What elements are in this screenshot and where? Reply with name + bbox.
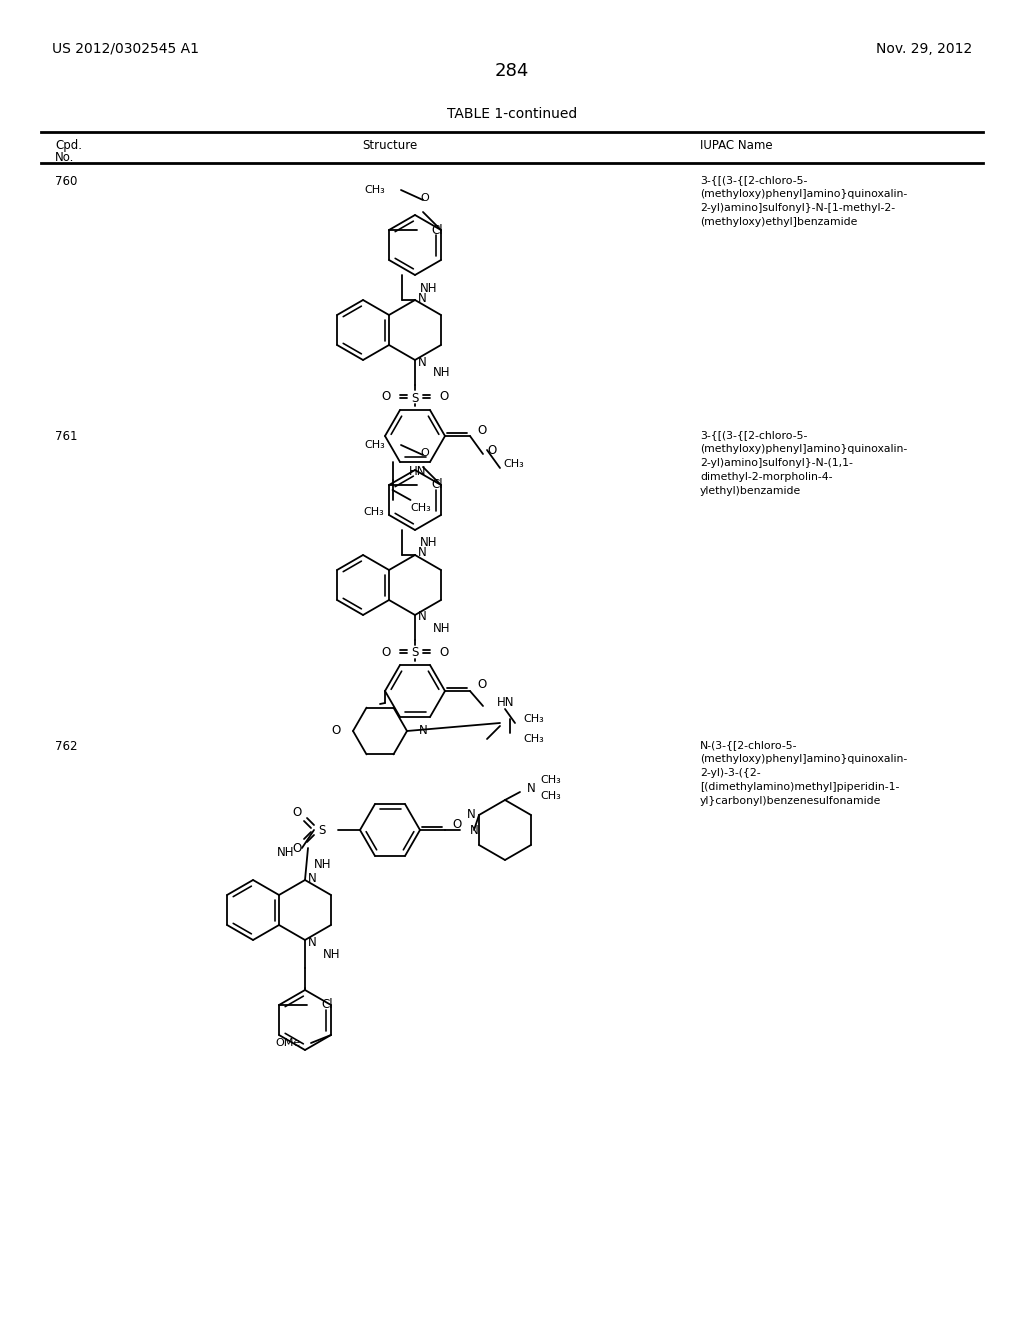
Text: CH₃: CH₃ <box>365 185 385 195</box>
Text: CH₃: CH₃ <box>540 775 561 785</box>
Text: O: O <box>487 444 497 457</box>
Text: N: N <box>527 781 536 795</box>
Text: S: S <box>412 392 419 404</box>
Text: O: O <box>382 645 391 659</box>
Text: N: N <box>308 936 316 949</box>
Text: NH: NH <box>276 846 294 858</box>
Text: CH₃: CH₃ <box>411 503 431 513</box>
Text: O: O <box>293 805 302 818</box>
Text: N: N <box>419 725 428 738</box>
Text: OMe: OMe <box>275 1038 301 1048</box>
Text: NH: NH <box>313 858 331 870</box>
Text: HN: HN <box>497 697 514 710</box>
Text: O: O <box>293 842 302 854</box>
Text: Structure: Structure <box>362 139 418 152</box>
Text: O: O <box>421 193 429 203</box>
Text: N: N <box>418 610 427 623</box>
Text: HN: HN <box>409 466 426 478</box>
Text: Cl: Cl <box>321 998 333 1011</box>
Text: 760: 760 <box>55 176 78 187</box>
Text: No.: No. <box>55 150 75 164</box>
Text: NH: NH <box>420 281 437 294</box>
Text: 3-{[(3-{[2-chloro-5-
(methyloxy)phenyl]amino}quinoxalin-
2-yl)amino]sulfonyl}-N-: 3-{[(3-{[2-chloro-5- (methyloxy)phenyl]a… <box>700 430 907 496</box>
Text: CH₃: CH₃ <box>503 459 523 469</box>
Text: NH: NH <box>323 948 341 961</box>
Text: IUPAC Name: IUPAC Name <box>700 139 773 152</box>
Text: NH: NH <box>433 367 451 380</box>
Text: 761: 761 <box>55 430 78 444</box>
Text: N-(3-{[2-chloro-5-
(methyloxy)phenyl]amino}quinoxalin-
2-yl)-3-({2-
[(dimethylam: N-(3-{[2-chloro-5- (methyloxy)phenyl]ami… <box>700 741 907 807</box>
Text: N: N <box>308 871 316 884</box>
Text: TABLE 1-continued: TABLE 1-continued <box>446 107 578 121</box>
Text: CH₃: CH₃ <box>364 507 384 517</box>
Text: 3-{[(3-{[2-chloro-5-
(methyloxy)phenyl]amino}quinoxalin-
2-yl)amino]sulfonyl}-N-: 3-{[(3-{[2-chloro-5- (methyloxy)phenyl]a… <box>700 176 907 227</box>
Text: NH: NH <box>433 622 451 635</box>
Text: 284: 284 <box>495 62 529 81</box>
Text: CH₃: CH₃ <box>540 791 561 801</box>
Text: S: S <box>318 824 326 837</box>
Text: O: O <box>439 391 449 404</box>
Text: O: O <box>421 447 429 458</box>
Text: O: O <box>477 424 486 437</box>
Text: N: N <box>418 292 427 305</box>
Text: NH: NH <box>420 536 437 549</box>
Text: O: O <box>477 678 486 692</box>
Text: O: O <box>382 391 391 404</box>
Text: CH₃: CH₃ <box>523 734 544 744</box>
Text: O: O <box>332 725 341 738</box>
Text: O: O <box>452 817 461 830</box>
Text: Nov. 29, 2012: Nov. 29, 2012 <box>876 42 972 55</box>
Text: 762: 762 <box>55 741 78 752</box>
Text: Cl: Cl <box>431 479 442 491</box>
Text: Cpd.: Cpd. <box>55 139 82 152</box>
Text: CH₃: CH₃ <box>523 714 544 723</box>
Text: N: N <box>467 808 476 821</box>
Text: Cl: Cl <box>431 223 442 236</box>
Text: N: N <box>418 546 427 560</box>
Text: S: S <box>412 647 419 660</box>
Text: N: N <box>470 824 479 837</box>
Text: CH₃: CH₃ <box>365 440 385 450</box>
Text: O: O <box>439 645 449 659</box>
Text: N: N <box>418 355 427 368</box>
Text: US 2012/0302545 A1: US 2012/0302545 A1 <box>52 42 199 55</box>
